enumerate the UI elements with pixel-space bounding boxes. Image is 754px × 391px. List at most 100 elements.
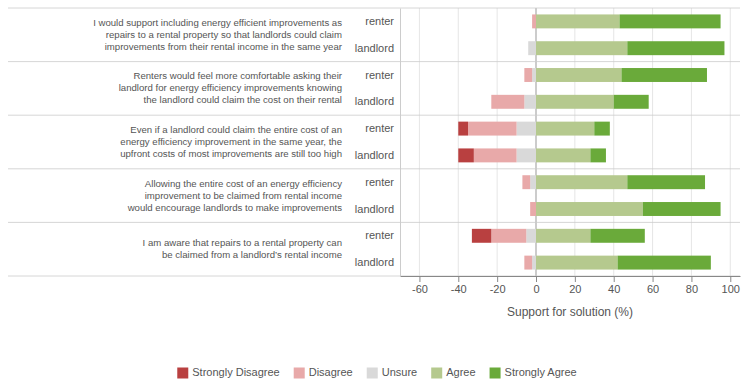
bar-segment — [472, 229, 491, 243]
bar-segment — [627, 41, 724, 55]
bar-segment — [536, 256, 618, 270]
bar-segment — [491, 95, 524, 109]
y-tick-label: renter — [365, 122, 394, 134]
bar-segment — [491, 229, 526, 243]
bar-segment — [621, 68, 706, 82]
bar-segment — [532, 68, 536, 82]
annotations: I would support including energy efficie… — [93, 16, 343, 259]
bar-segment — [536, 229, 590, 243]
x-tick: 40 — [608, 276, 620, 295]
legend-label: Strongly Disagree — [192, 366, 279, 378]
bar-segment — [536, 68, 621, 82]
y-tick-label: landlord — [355, 203, 394, 215]
bar-segment — [524, 95, 536, 109]
y-tick: landlord — [355, 149, 400, 161]
legend-label: Agree — [446, 366, 475, 378]
legend-swatch — [490, 368, 501, 379]
annotation-line: repairs to a rental property so that lan… — [106, 28, 342, 39]
annotation-line: would encourage landlords to make improv… — [127, 201, 343, 212]
group-divider — [8, 115, 740, 116]
bar-segment — [594, 122, 610, 136]
legend-label: Disagree — [309, 366, 353, 378]
bar-segment — [620, 14, 721, 28]
y-tick: landlord — [355, 203, 400, 215]
x-axis: -60 -40 -20 0 20 40 60 80 100 — [401, 276, 741, 295]
grid-line — [419, 8, 420, 276]
x-tick-label: -60 — [412, 283, 428, 295]
group-divider — [8, 168, 740, 169]
legend-item: Agree — [431, 366, 475, 379]
bar-segment — [522, 175, 530, 189]
y-tick-label: renter — [365, 176, 394, 188]
y-tick: renter — [365, 69, 400, 81]
legend-swatch — [294, 368, 305, 379]
legend: Strongly Disagree Disagree Unsure Agree Stro… — [177, 366, 576, 379]
x-tick-label: 100 — [722, 283, 740, 295]
dividers — [8, 8, 740, 276]
bar-segment — [618, 256, 711, 270]
x-tick: 100 — [722, 276, 740, 295]
annotation-line: be claimed from a landlord’s rental inco… — [162, 249, 342, 260]
bar-segment — [458, 148, 474, 162]
annotation: Renters would feel more comfortable aski… — [119, 70, 343, 105]
y-tick-label: landlord — [355, 42, 394, 54]
x-tick: -40 — [451, 276, 467, 295]
bar-segment — [528, 41, 536, 55]
x-tick-label: -20 — [490, 283, 506, 295]
y-tick-label: renter — [365, 229, 394, 241]
legend-item: Strongly Agree — [490, 366, 577, 379]
y-tick-label: landlord — [355, 149, 394, 161]
bar-segment — [532, 14, 536, 28]
bar-segment — [536, 41, 627, 55]
y-tick: renter — [365, 15, 400, 27]
x-tick-label: 40 — [608, 283, 620, 295]
legend-label: Unsure — [382, 366, 417, 378]
annotation-line: the landlord could claim the cost on the… — [144, 94, 342, 105]
x-tick: -60 — [412, 276, 428, 295]
x-tick-mark — [691, 276, 692, 282]
annotation-line: improvement to be claimed from rental in… — [145, 189, 342, 200]
x-tick-mark — [730, 276, 731, 282]
annotation-line: landlord for energy efficiency improveme… — [119, 82, 342, 93]
bar-segment — [536, 175, 627, 189]
bar-segment — [468, 122, 517, 136]
x-tick-mark — [536, 276, 537, 282]
legend-swatch — [177, 368, 188, 379]
bar-segment — [614, 95, 649, 109]
annotation: Even if a landlord could claim the entir… — [120, 124, 342, 159]
x-tick-label: 80 — [686, 283, 698, 295]
x-tick: -20 — [490, 276, 506, 295]
annotation-line: Even if a landlord could claim the entir… — [130, 124, 342, 135]
bar-segment — [474, 148, 517, 162]
bar-segment — [536, 14, 620, 28]
grid — [419, 8, 730, 276]
legend-swatch — [367, 368, 378, 379]
y-axis: renter landlord renter landlord renter landlo… — [355, 9, 401, 277]
bar-segment — [643, 202, 721, 216]
x-tick-mark — [575, 276, 576, 282]
y-tick: renter — [365, 176, 400, 188]
annotation-line: Renters would feel more comfortable aski… — [134, 70, 343, 81]
x-axis-title: Support for solution (%) — [507, 305, 633, 319]
y-tick: renter — [365, 122, 400, 134]
y-tick-label: landlord — [355, 95, 394, 107]
group-divider — [8, 8, 740, 9]
x-tick-mark — [458, 276, 459, 282]
y-tick: landlord — [355, 256, 400, 268]
annotation-line: energy efficiency improvement in the sam… — [120, 136, 342, 147]
bar-segment — [536, 95, 614, 109]
bar-segment — [517, 122, 536, 136]
x-tick-label: 20 — [569, 283, 581, 295]
bar-segment — [524, 68, 532, 82]
annotation-line: Allowing the entire cost of an energy ef… — [145, 177, 342, 188]
x-tick: 20 — [569, 276, 581, 295]
bar-segment — [530, 202, 536, 216]
y-tick: landlord — [355, 42, 400, 54]
x-tick-mark — [497, 276, 498, 282]
x-tick: 0 — [533, 276, 539, 295]
legend-item: Disagree — [294, 366, 353, 379]
group-divider — [8, 222, 740, 223]
bar-segment — [526, 229, 536, 243]
x-tick: 60 — [647, 276, 659, 295]
grid-line — [730, 8, 731, 276]
